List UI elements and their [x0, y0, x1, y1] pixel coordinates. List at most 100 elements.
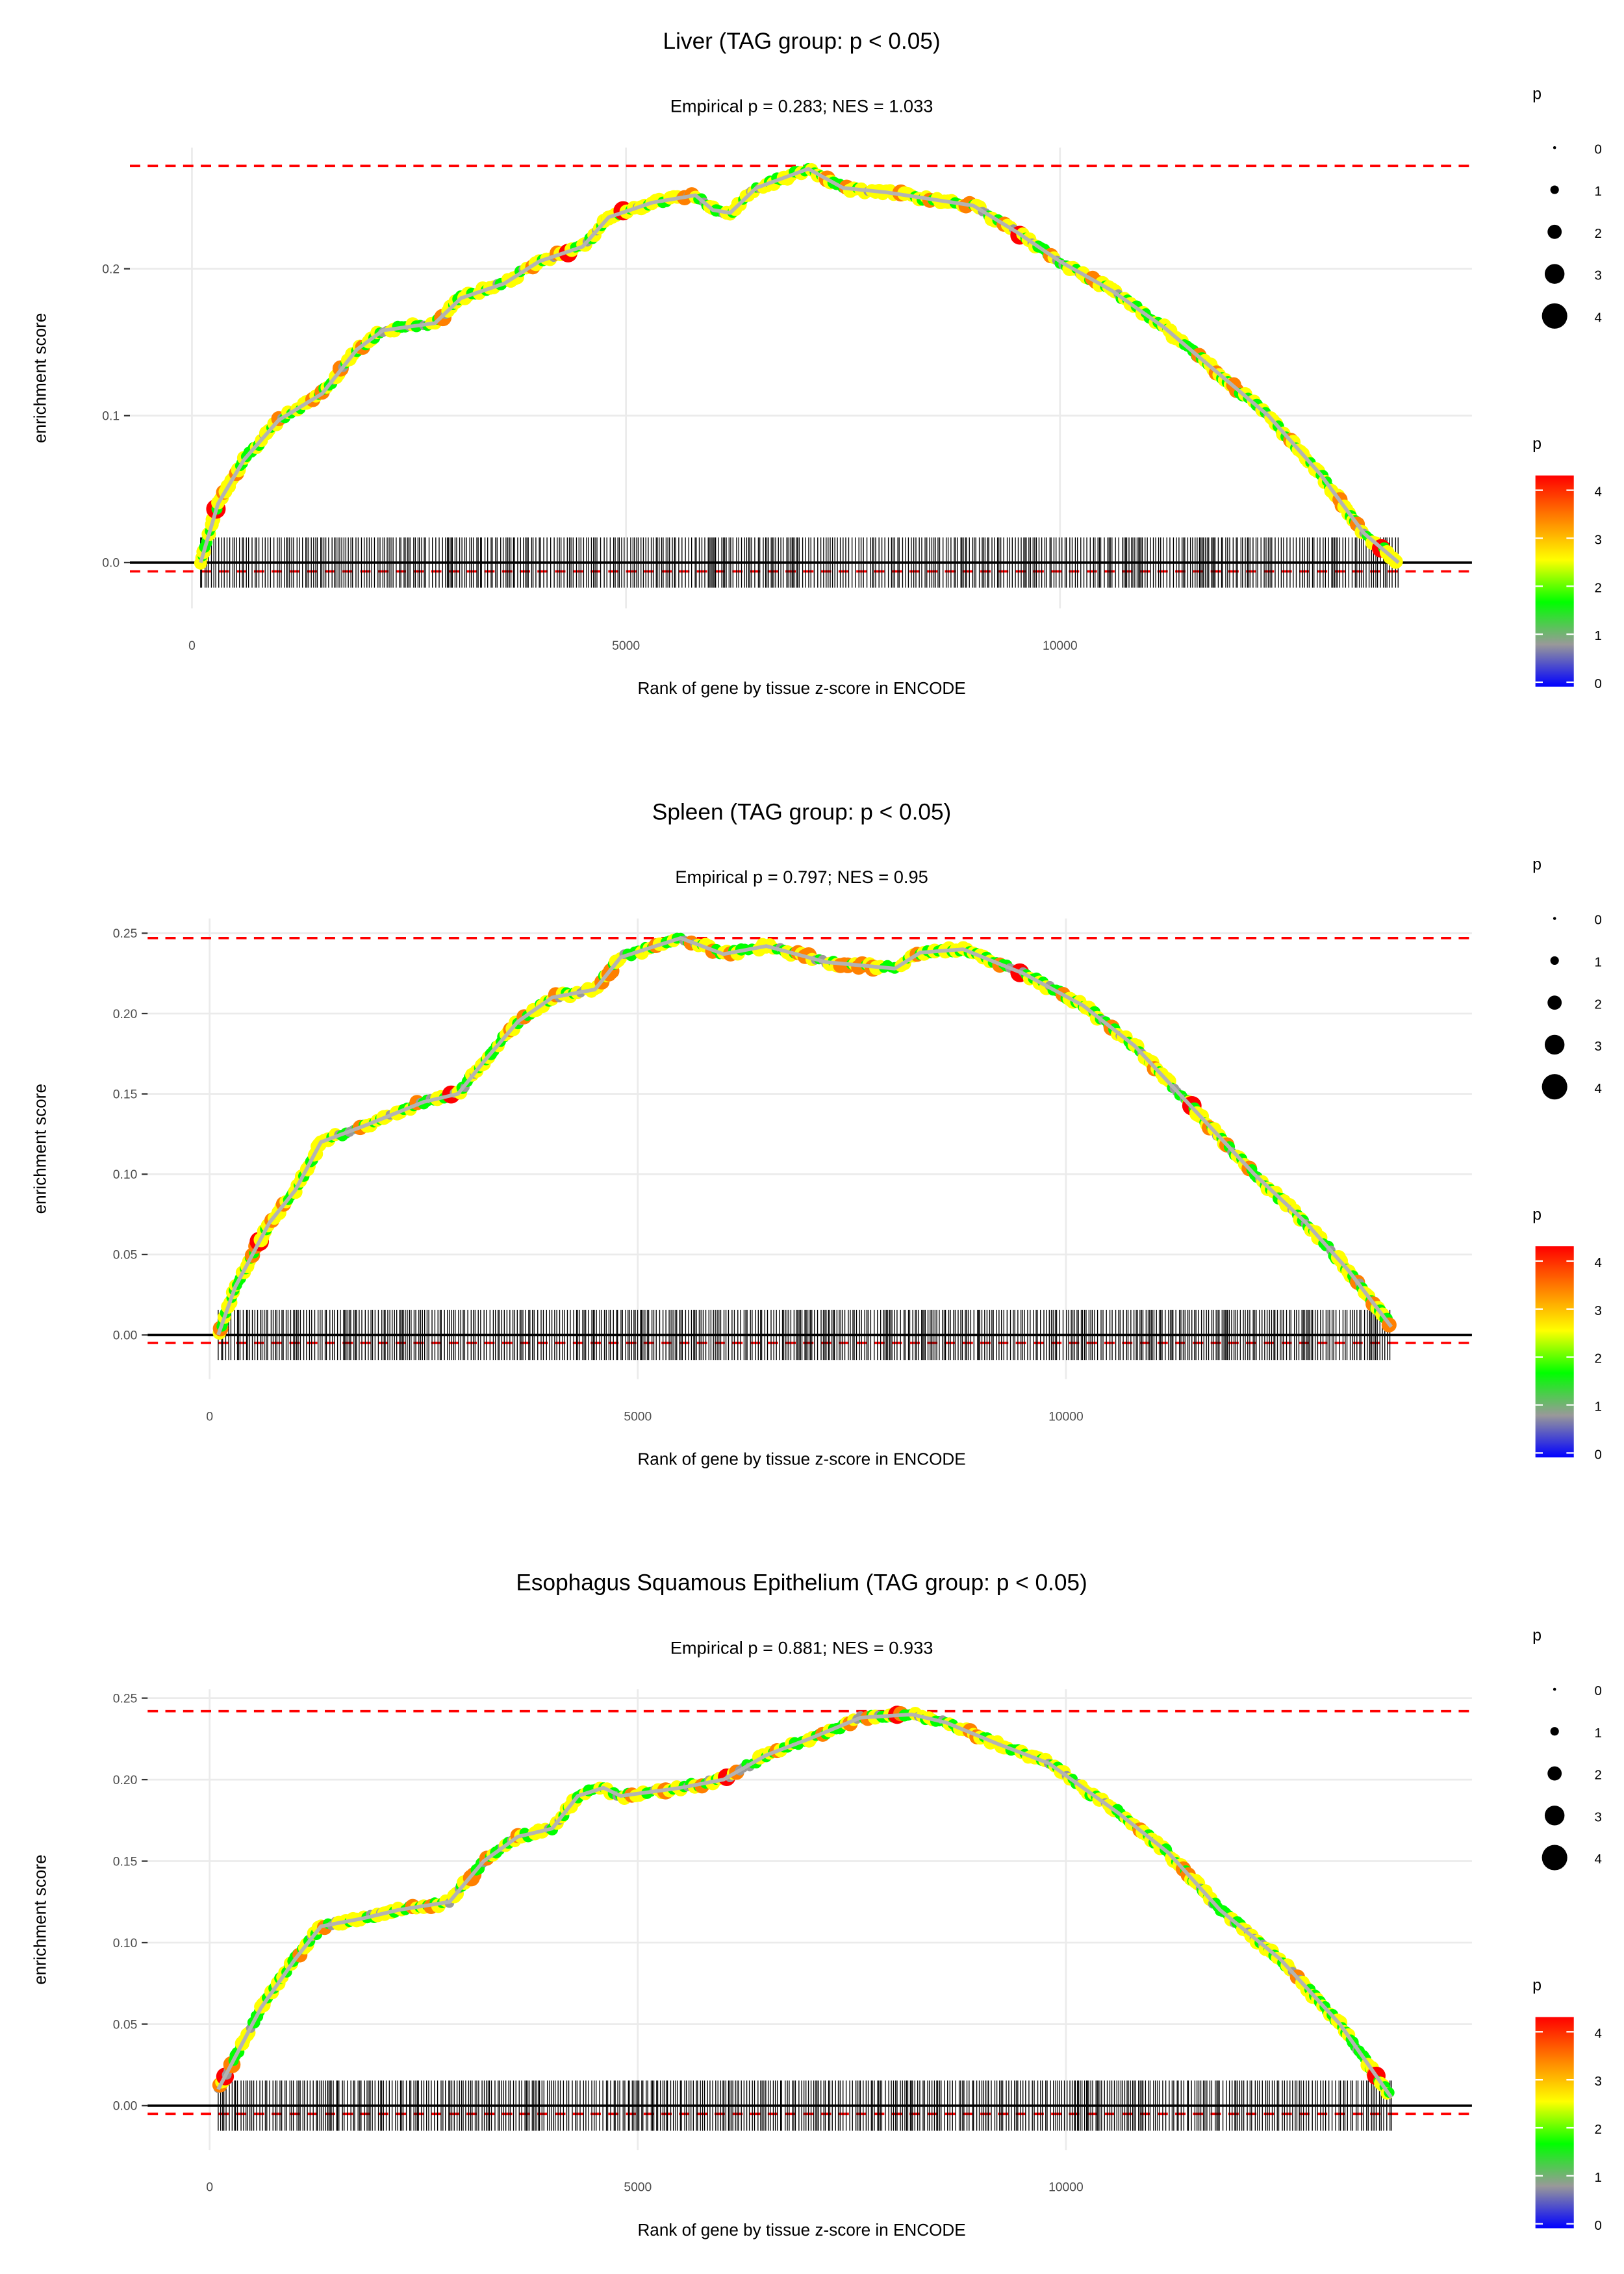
y-tick-label: 0.0 [102, 557, 120, 570]
size-legend-key [1547, 995, 1562, 1010]
x-tick-label: 0 [188, 639, 196, 653]
chart-subtitle: Empirical p = 0.881; NES = 0.933 [670, 1637, 933, 1657]
color-legend-label: 4 [1595, 1255, 1602, 1270]
color-legend: p 4 3 2 1 0 [1532, 1976, 1602, 2233]
color-legend: p 4 3 2 1 0 [1532, 435, 1602, 691]
color-legend-label: 0 [1595, 2218, 1602, 2233]
size-legend-key [1553, 1687, 1556, 1691]
size-legend-key [1544, 1806, 1565, 1826]
chart-subtitle: Empirical p = 0.797; NES = 0.95 [675, 867, 928, 887]
x-tick-label: 0 [206, 1410, 213, 1424]
x-tick-label: 10000 [1048, 2181, 1084, 2195]
size-legend-key [1547, 1766, 1562, 1781]
size-legend: p 0 1 2 3 4 [1532, 1626, 1602, 1871]
y-tick-label: 0.25 [113, 927, 138, 941]
size-legend-label: 0 [1595, 142, 1602, 157]
x-tick-label: 5000 [624, 2181, 652, 2195]
color-bar [1535, 2017, 1574, 2229]
x-tick-label: 0 [206, 2181, 213, 2195]
y-tick-label: 0.05 [113, 2018, 138, 2032]
y-tick-label: 0.15 [113, 1088, 138, 1101]
y-tick-label: 0.25 [113, 1692, 138, 1706]
y-tick-label: 0.20 [113, 1774, 138, 1787]
size-legend-key [1553, 146, 1556, 149]
size-legend-title: p [1532, 1626, 1542, 1644]
size-legend-label: 1 [1595, 955, 1602, 970]
size-legend-key [1550, 185, 1559, 194]
size-legend-label: 2 [1595, 997, 1602, 1012]
y-axis-label: enrichment score [30, 313, 49, 443]
color-legend-label: 3 [1595, 533, 1602, 548]
size-legend-key [1542, 303, 1567, 329]
color-legend-label: 2 [1595, 2122, 1602, 2137]
y-tick-label: 0.15 [113, 1855, 138, 1869]
size-legend-key [1550, 1727, 1559, 1736]
p-value-points [212, 1706, 1395, 2100]
color-legend: p 4 3 2 1 0 [1532, 1205, 1602, 1462]
color-legend-label: 1 [1595, 2170, 1602, 2185]
size-legend-key [1542, 1845, 1567, 1871]
size-legend-label: 3 [1595, 1039, 1602, 1054]
size-legend-key [1547, 224, 1562, 239]
size-legend-key [1544, 1034, 1565, 1055]
y-tick-label: 0.10 [113, 1168, 138, 1182]
panel-1: Liver (TAG group: p < 0.05) Empirical p =… [30, 29, 1601, 698]
p-value-points [194, 163, 1403, 570]
chart-title: Liver (TAG group: p < 0.05) [663, 29, 941, 54]
chart-subtitle: Empirical p = 0.283; NES = 1.033 [670, 96, 933, 116]
color-legend-label: 0 [1595, 676, 1602, 691]
size-legend-key [1544, 264, 1565, 284]
size-legend-title: p [1532, 84, 1542, 103]
size-legend-label: 4 [1595, 1852, 1602, 1867]
size-legend-label: 1 [1595, 1726, 1602, 1741]
enrichment-curve [199, 167, 1400, 565]
x-axis-label: Rank of gene by tissue z-score in ENCODE [637, 2220, 965, 2240]
chart-title: Esophagus Squamous Epithelium (TAG group… [516, 1570, 1087, 1596]
color-legend-label: 3 [1595, 1303, 1602, 1318]
x-axis-label: Rank of gene by tissue z-score in ENCODE [637, 678, 965, 698]
panel-3: Esophagus Squamous Epithelium (TAG group… [30, 1570, 1601, 2240]
size-legend-label: 3 [1595, 268, 1602, 283]
enrichment-curve [216, 1712, 1393, 2099]
x-axis-label: Rank of gene by tissue z-score in ENCODE [637, 1450, 965, 1469]
size-legend-label: 0 [1595, 913, 1602, 928]
color-legend-label: 0 [1595, 1447, 1602, 1462]
size-legend: p 0 1 2 3 4 [1532, 856, 1602, 1100]
size-legend: p 0 1 2 3 4 [1532, 84, 1602, 329]
y-axis-label: enrichment score [30, 1854, 49, 1984]
color-legend-label: 4 [1595, 485, 1602, 500]
y-tick-label: 0.1 [102, 410, 120, 424]
y-tick-label: 0.2 [102, 262, 120, 276]
y-tick-label: 0.00 [113, 2100, 138, 2114]
size-legend-key [1542, 1074, 1567, 1100]
color-bar [1535, 475, 1574, 687]
color-legend-label: 4 [1595, 2026, 1602, 2041]
size-legend-title: p [1532, 856, 1542, 874]
x-tick-label: 10000 [1043, 639, 1078, 653]
color-bar [1535, 1246, 1574, 1458]
color-legend-label: 1 [1595, 1399, 1602, 1414]
color-legend-label: 2 [1595, 580, 1602, 595]
color-legend-label: 2 [1595, 1351, 1602, 1366]
panel-2: Spleen (TAG group: p < 0.05) Empirical p … [30, 799, 1601, 1468]
y-tick-label: 0.05 [113, 1249, 138, 1262]
y-tick-label: 0.00 [113, 1329, 138, 1342]
y-axis-label: enrichment score [30, 1084, 49, 1214]
size-legend-label: 3 [1595, 1809, 1602, 1824]
size-legend-key [1550, 956, 1559, 965]
y-tick-label: 0.20 [113, 1008, 138, 1021]
size-legend-label: 2 [1595, 226, 1602, 241]
color-legend-label: 3 [1595, 2074, 1602, 2089]
color-legend-title: p [1532, 1976, 1542, 1995]
color-legend-title: p [1532, 1205, 1542, 1223]
color-legend-label: 1 [1595, 628, 1602, 643]
enrichment-curve [216, 936, 1393, 1336]
x-tick-label: 10000 [1048, 1410, 1084, 1424]
size-legend-label: 2 [1595, 1768, 1602, 1783]
size-legend-key [1553, 917, 1556, 920]
size-legend-label: 4 [1595, 1081, 1602, 1096]
size-legend-label: 0 [1595, 1683, 1602, 1698]
x-tick-label: 5000 [624, 1410, 652, 1424]
x-tick-label: 5000 [612, 639, 640, 653]
